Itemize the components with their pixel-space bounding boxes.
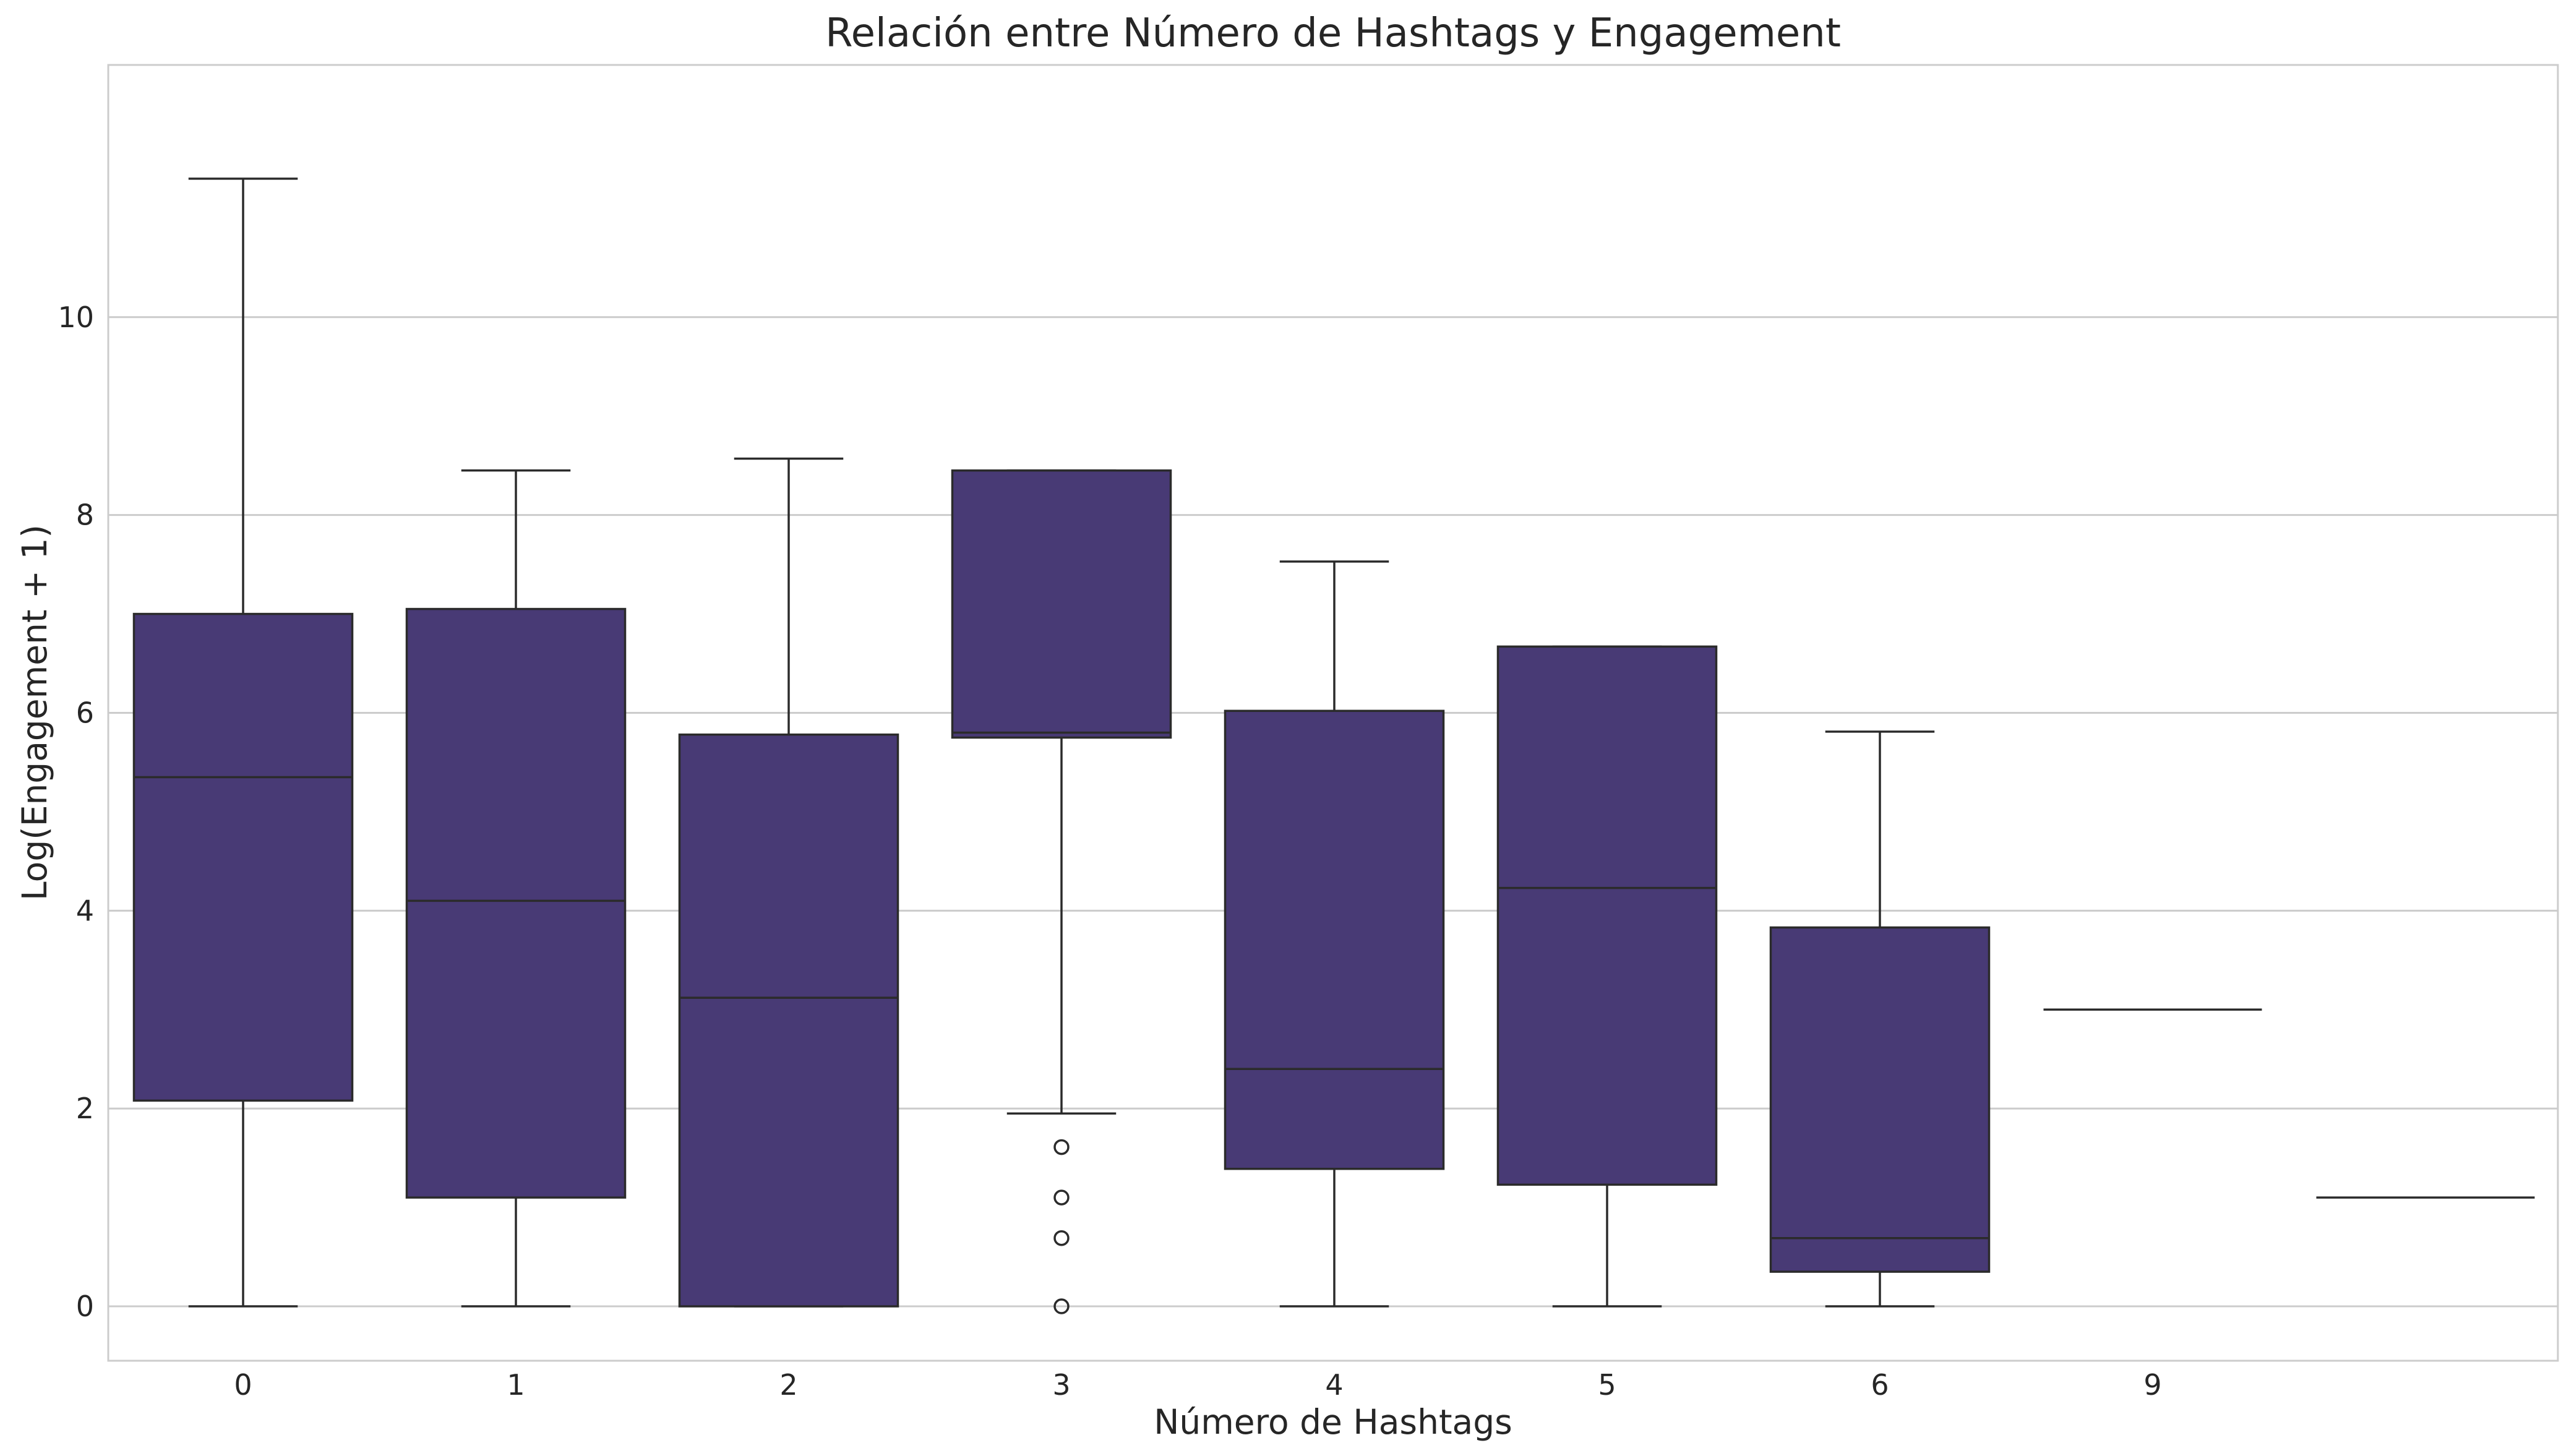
box-0 [132, 178, 354, 1308]
y-axis-title: Log(Engagement + 1) [15, 525, 54, 901]
outlier-point [1053, 1230, 1070, 1246]
box-5 [1496, 645, 1718, 1308]
boxes [132, 178, 2535, 1314]
box-body [678, 733, 899, 1308]
box-6 [1769, 730, 1991, 1308]
box-4 [1224, 560, 1445, 1308]
y-tick-label: 0 [76, 1290, 94, 1323]
outlier-point [1053, 1298, 1070, 1314]
y-tick-label: 10 [58, 301, 94, 334]
box-body [132, 612, 354, 1102]
box-1 [405, 469, 627, 1308]
outlier-point [1053, 1139, 1070, 1155]
box-3 [951, 469, 1172, 1314]
box-2 [678, 457, 899, 1308]
x-tick-label: 5 [1598, 1368, 1616, 1402]
x-tick-label: 4 [1325, 1368, 1343, 1402]
box-body [1769, 926, 1991, 1273]
y-tick-labels: 0 2 4 6 8 10 [58, 301, 94, 1323]
box-body [1224, 709, 1445, 1170]
y-tick-label: 6 [76, 696, 94, 730]
outlier-point [1053, 1189, 1070, 1205]
box-body [405, 607, 627, 1199]
x-tick-label: 0 [234, 1368, 252, 1402]
box-body [951, 469, 1172, 739]
plot-frame [107, 64, 2559, 1362]
x-tick-label: 3 [1052, 1368, 1070, 1402]
x-tick-label: 2 [779, 1368, 797, 1402]
chart-title: Relación entre Número de Hashtags y Enga… [825, 11, 1841, 56]
x-tick-label: 9 [2143, 1368, 2161, 1402]
y-tick-label: 8 [76, 499, 94, 532]
y-tick-label: 2 [76, 1092, 94, 1125]
x-tick-label: 6 [1871, 1368, 1889, 1402]
x-axis-title: Número de Hashtags [1154, 1402, 1512, 1442]
y-tick-label: 4 [76, 894, 94, 927]
x-tick-label: 1 [507, 1368, 525, 1402]
box-body [1496, 645, 1718, 1186]
x-tick-labels: 0 1 2 3 4 5 6 9 [234, 1368, 2161, 1402]
